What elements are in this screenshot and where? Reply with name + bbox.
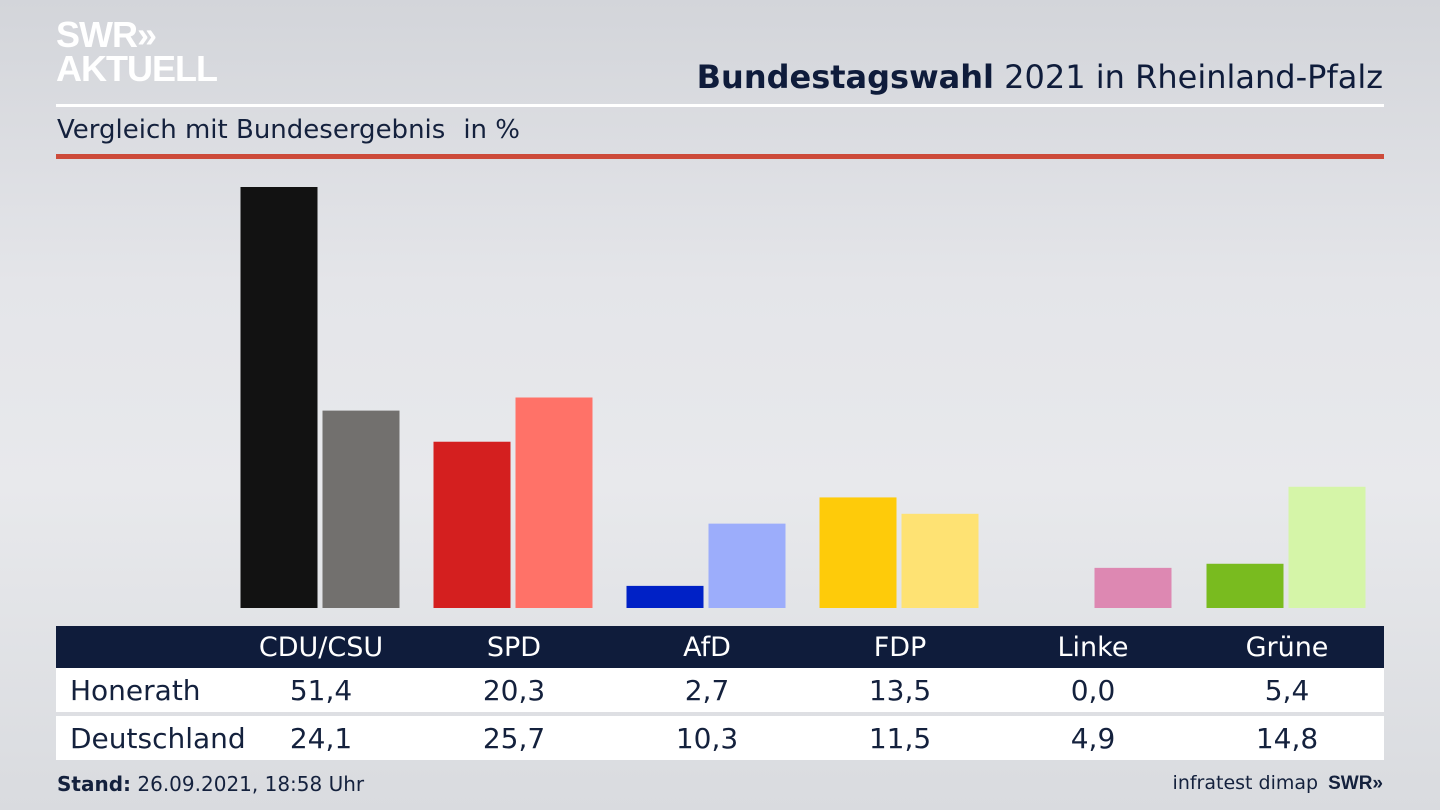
- source-text: infratest dimap: [1172, 772, 1319, 794]
- chart-subtitle: Vergleich mit Bundesergebnis in %: [57, 115, 520, 145]
- table-cell: 13,5: [868, 673, 932, 707]
- title-bold: Bundestagswahl: [696, 58, 994, 96]
- logo-line-1: SWR»: [56, 14, 157, 55]
- column-header: CDU/CSU: [258, 631, 384, 663]
- table-cell: 25,7: [482, 721, 546, 755]
- column-header: FDP: [873, 631, 927, 663]
- table-cell: 51,4: [289, 673, 353, 707]
- bar-honerath-gr-ne: [1206, 563, 1284, 608]
- bar-honerath-fdp: [819, 497, 897, 608]
- column-header: AfD: [683, 631, 731, 663]
- header-divider: [56, 104, 1384, 107]
- subtitle-text: Vergleich mit Bundesergebnis: [57, 115, 446, 145]
- source-credit: infratest dimap SWR»: [1173, 772, 1383, 795]
- column-header: Grüne: [1245, 631, 1329, 663]
- row-label: Deutschland: [70, 721, 246, 755]
- bar-chart: [240, 187, 1366, 608]
- table-cell: 10,3: [675, 721, 739, 755]
- table-cell: 0,0: [1070, 673, 1116, 707]
- stand-value: 26.09.2021, 18:58 Uhr: [137, 772, 365, 796]
- table-cell: 20,3: [482, 673, 546, 707]
- bar-deutschland-cdu-csu: [322, 410, 400, 608]
- bar-deutschland-gr-ne: [1288, 486, 1366, 608]
- bar-honerath-spd: [433, 441, 511, 608]
- page-title: Bundestagswahl 2021 in Rheinland-Pfalz: [697, 58, 1383, 96]
- results-table: CDU/CSU SPD AfD FDP Linke Grüne Honerath 51,4…: [56, 626, 1384, 760]
- column-header: SPD: [486, 631, 542, 663]
- table-cell: 14,8: [1255, 721, 1319, 755]
- logo-line-2: AKTUELL: [56, 48, 218, 89]
- table-cell: 4,9: [1070, 721, 1116, 755]
- accent-divider: [56, 154, 1384, 159]
- swr-brand-logo: SWR»: [1328, 773, 1383, 794]
- table-cell: 11,5: [868, 721, 932, 755]
- row-label: Honerath: [70, 673, 201, 707]
- table-cell: 2,7: [684, 673, 730, 707]
- timestamp: Stand: 26.09.2021, 18:58 Uhr: [57, 772, 364, 796]
- bar-honerath-afd: [626, 585, 704, 608]
- bar-deutschland-linke: [1094, 567, 1172, 608]
- table-cell: 24,1: [289, 721, 353, 755]
- bar-honerath-cdu-csu: [240, 187, 318, 608]
- title-rest: 2021 in Rheinland-Pfalz: [1004, 58, 1383, 96]
- table-header-row: CDU/CSU SPD AfD FDP Linke Grüne: [56, 626, 1384, 668]
- table-row: Honerath 51,4 20,3 2,7 13,5 0,0 5,4: [56, 668, 1384, 712]
- bar-deutschland-spd: [515, 397, 593, 608]
- subtitle-unit: in %: [463, 115, 520, 145]
- swr-aktuell-logo: SWR» AKTUELL: [56, 17, 218, 89]
- bar-deutschland-afd: [708, 523, 786, 608]
- stand-label: Stand:: [57, 772, 132, 796]
- bar-deutschland-fdp: [901, 513, 979, 608]
- table-cell: 5,4: [1264, 673, 1310, 707]
- table-row: Deutschland 24,1 25,7 10,3 11,5 4,9 14,8: [56, 716, 1384, 760]
- column-header: Linke: [1057, 631, 1129, 663]
